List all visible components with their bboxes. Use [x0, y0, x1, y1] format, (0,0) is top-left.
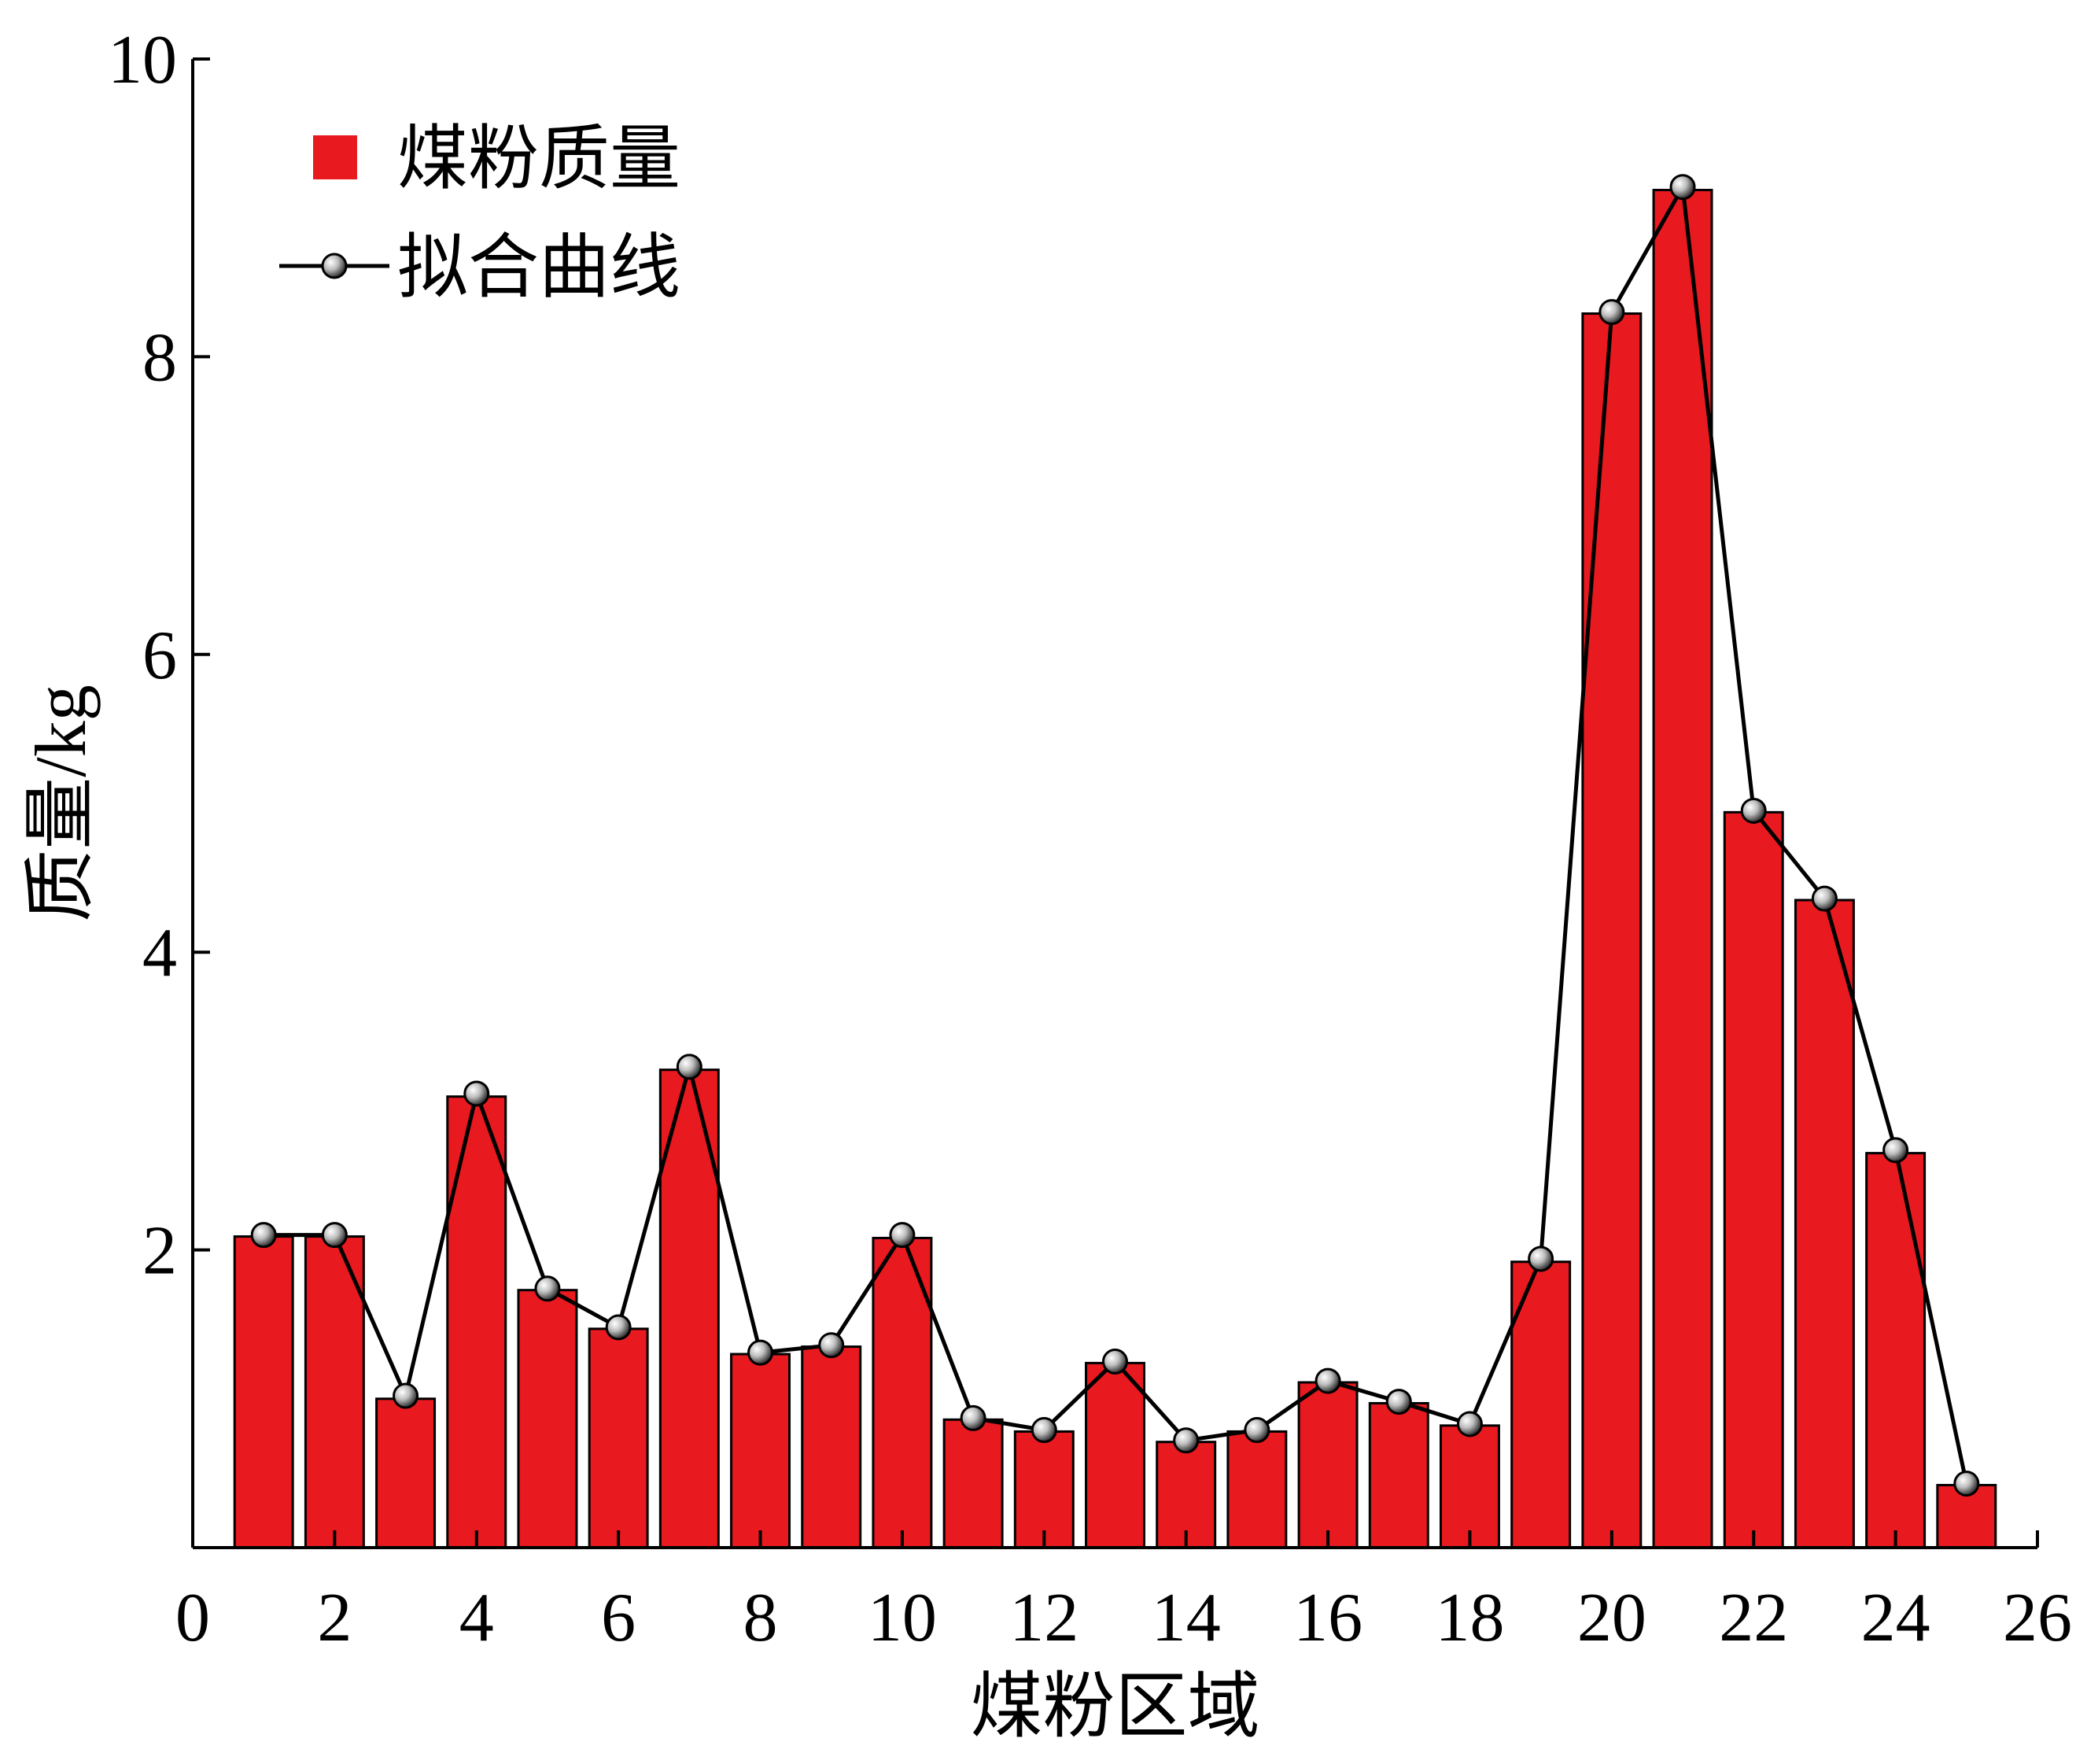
- bar-6: [588, 1327, 649, 1549]
- x-tick-label-14: 14: [1152, 1580, 1221, 1656]
- x-tick-label-10: 10: [868, 1580, 937, 1656]
- bar-3: [375, 1397, 437, 1549]
- x-tick-label-12: 12: [1009, 1580, 1079, 1656]
- bar-21: [1652, 188, 1713, 1549]
- fit-point-1: [250, 1222, 277, 1249]
- fit-point-13: [1102, 1349, 1128, 1375]
- fit-point-8: [747, 1339, 774, 1366]
- bar-2: [304, 1235, 365, 1549]
- fit-point-25: [1953, 1471, 1980, 1497]
- legend-line-marker: [321, 253, 348, 279]
- bar-9: [801, 1345, 862, 1549]
- bar-12: [1013, 1430, 1075, 1549]
- fit-point-18: [1456, 1411, 1483, 1437]
- x-tick-label-20: 20: [1577, 1580, 1646, 1656]
- bar-23: [1794, 899, 1855, 1549]
- x-tick-label-26: 26: [2003, 1580, 2072, 1656]
- fit-point-19: [1528, 1246, 1554, 1272]
- fit-point-16: [1315, 1367, 1341, 1394]
- fit-point-12: [1031, 1417, 1057, 1444]
- y-axis-label: 质量/kg: [20, 685, 101, 922]
- bar-18: [1439, 1424, 1500, 1549]
- bars-layer: [233, 188, 1997, 1549]
- x-tick-label-8: 8: [743, 1580, 778, 1656]
- fit-point-22: [1740, 797, 1767, 824]
- fit-point-10: [889, 1222, 916, 1249]
- x-tick-label-6: 6: [601, 1580, 636, 1656]
- bar-17: [1368, 1401, 1429, 1549]
- legend-bar-swatch: [313, 135, 357, 179]
- fit-point-14: [1173, 1427, 1200, 1454]
- bar-4: [446, 1095, 507, 1549]
- fit-point-7: [676, 1054, 702, 1080]
- fit-point-17: [1385, 1389, 1412, 1415]
- fit-point-4: [463, 1080, 490, 1107]
- bar-13: [1085, 1361, 1145, 1549]
- fit-point-20: [1598, 299, 1625, 326]
- y-tick-label-6: 6: [142, 618, 177, 694]
- bar-15: [1226, 1430, 1288, 1549]
- x-tick-label-18: 18: [1435, 1580, 1504, 1656]
- bar-11: [942, 1418, 1004, 1549]
- bar-5: [517, 1289, 578, 1549]
- y-tick-label-2: 2: [142, 1213, 177, 1290]
- fit-point-15: [1244, 1417, 1270, 1444]
- legend-line-label: 拟合曲线: [397, 229, 680, 307]
- fit-point-6: [605, 1314, 632, 1341]
- bar-16: [1297, 1381, 1359, 1549]
- bar-14: [1156, 1441, 1217, 1549]
- fit-point-23: [1811, 885, 1838, 912]
- axes-layer: [191, 59, 2037, 1549]
- x-axis-label: 煤粉区域: [970, 1666, 1259, 1747]
- fit-point-21: [1669, 174, 1696, 201]
- legend: 煤粉质量 拟合曲线: [279, 120, 680, 307]
- x-tick-label-24: 24: [1861, 1580, 1930, 1656]
- bar-22: [1723, 810, 1784, 1549]
- legend-bar-label: 煤粉质量: [397, 120, 680, 198]
- x-tick-label-2: 2: [317, 1580, 352, 1656]
- x-tick-label-4: 4: [459, 1580, 494, 1656]
- bar-8: [730, 1353, 791, 1549]
- fit-point-5: [534, 1275, 561, 1302]
- x-tick-label-22: 22: [1719, 1580, 1788, 1656]
- y-tick-label-10: 10: [108, 22, 177, 98]
- bar-1: [233, 1235, 294, 1549]
- bar-20: [1581, 312, 1643, 1549]
- x-tick-label-16: 16: [1293, 1580, 1362, 1656]
- fit-point-24: [1882, 1137, 1909, 1164]
- x-tick-label-0: 0: [175, 1580, 210, 1656]
- fit-point-3: [393, 1382, 419, 1409]
- y-tick-label-4: 4: [142, 915, 177, 991]
- fit-point-2: [321, 1222, 348, 1249]
- markers-layer: [250, 174, 1980, 1497]
- y-tick-label-8: 8: [142, 319, 177, 396]
- fit-point-11: [960, 1404, 986, 1431]
- fit-point-9: [818, 1332, 845, 1359]
- bar-24: [1865, 1152, 1927, 1549]
